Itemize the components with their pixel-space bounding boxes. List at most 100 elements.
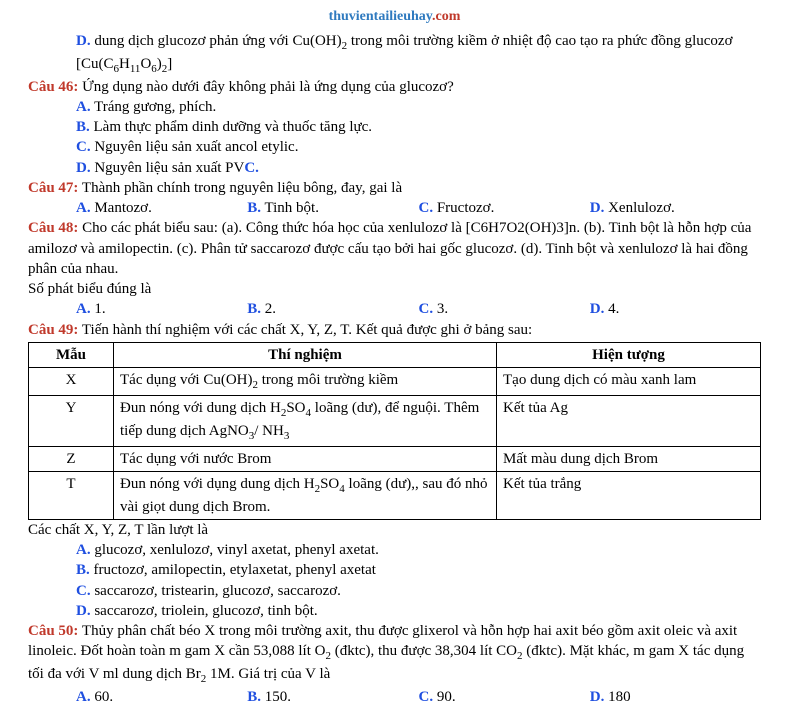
q46-a-letter: A. [76,99,91,115]
q47-d-letter: D. [590,200,605,216]
q48-option-b: B. 2. [247,299,418,319]
q49-d-letter: D. [76,603,91,619]
q49-b-letter: B. [76,562,90,578]
q49-a-text: glucozơ, xenlulozơ, vinyl axetat, phenyl… [91,542,379,558]
q49-a-letter: A. [76,542,91,558]
q48-a-text: 1. [91,301,106,317]
q46-label: Câu 46: [28,79,78,95]
q50-b-letter: B. [247,689,261,705]
cell-res-y: Kết tủa Ag [497,395,761,446]
q48-c-letter: C. [419,301,434,317]
q47-option-d: D. Xenlulozơ. [590,198,761,218]
q50-option-c: C. 90. [419,687,590,707]
q46-option-b: B. Làm thực phẩm dinh dưỡng và thuốc tăn… [28,117,761,137]
table-row: T Đun nóng với dụng dung dịch H2SO4 loãn… [29,471,761,519]
th-res: Hiện tượng [497,342,761,367]
q49-label: Câu 49: [28,322,78,338]
q50-b-text: 150. [261,689,291,705]
q50-stem-d: 1M. Giá trị của V là [206,666,330,682]
cell-mau-y: Y [29,395,114,446]
exp-y-s4: 3 [284,430,290,442]
q50-c-letter: C. [419,689,434,705]
brand-part1: thuvientailieuhay [329,9,432,24]
intro-option-d: D. dung dịch glucozơ phản ứng với Cu(OH)… [28,31,761,77]
cell-mau-x: X [29,368,114,396]
q46-option-c: C. Nguyên liệu sản xuất ancol etylic. [28,137,761,157]
q50-options: A. 60. B. 150. C. 90. D. 180 [28,687,761,707]
question-46: Câu 46: Ứng dụng nào dưới đây không phải… [28,77,761,97]
q48-stem: Cho các phát biểu sau: (a). Công thức hó… [28,220,751,277]
q48-label: Câu 48: [28,220,78,236]
intro-d-sub3: 11 [130,63,141,75]
q49-option-a: A. glucozơ, xenlulozơ, vinyl axetat, phe… [28,540,761,560]
q50-stem-b: (đktc), thu được 38,304 lít CO [331,643,517,659]
cell-res-x: Tạo dung dịch có màu xanh lam [497,368,761,396]
q50-c-text: 90. [433,689,456,705]
q47-options: A. Mantozơ. B. Tinh bột. C. Fructozơ. D.… [28,198,761,218]
exp-x-b: trong môi trường kiềm [258,372,398,388]
table-row: Y Đun nóng với dung dịch H2SO4 loãng (dư… [29,395,761,446]
intro-d-text1: dung dịch glucozơ phản ứng với Cu(OH) [91,33,342,49]
q49-d-text: saccarozơ, triolein, glucozơ, tinh bột. [91,603,318,619]
q50-option-a: A. 60. [76,687,247,707]
q48-line2: Số phát biểu đúng là [28,279,761,299]
table-header-row: Mẫu Thí nghiệm Hiện tượng [29,342,761,367]
q49-after: Các chất X, Y, Z, T lần lượt là [28,520,761,540]
q46-stem: Ứng dụng nào dưới đây không phải là ứng … [78,79,453,95]
question-49: Câu 49: Tiến hành thí nghiệm với các chấ… [28,320,761,340]
q47-option-c: C. Fructozơ. [419,198,590,218]
q49-c-letter: C. [76,583,91,599]
q48-option-c: C. 3. [419,299,590,319]
exp-y-c: / NH [254,423,284,439]
q46-a-text: Tráng gương, phích. [91,99,217,115]
q49-option-b: B. fructozơ, amilopectin, etylaxetat, ph… [28,560,761,580]
q47-option-b: B. Tinh bột. [247,198,418,218]
option-letter-d: D. [76,33,91,49]
cell-exp-z: Tác dụng với nước Brom [114,446,497,471]
q47-option-a: A. Mantozơ. [76,198,247,218]
q46-d-text1: Nguyên liệu sản xuất PV [91,160,245,176]
q46-d-letter: D. [76,160,91,176]
exp-y-a: Đun nóng với dung dịch H [120,400,281,416]
q46-b-letter: B. [76,119,90,135]
q50-option-b: B. 150. [247,687,418,707]
intro-d-text6: ] [167,56,172,72]
q47-stem: Thành phần chính trong nguyên liệu bông,… [78,180,402,196]
cell-exp-x: Tác dụng với Cu(OH)2 trong môi trường ki… [114,368,497,396]
q48-d-text: 4. [604,301,619,317]
q49-option-d: D. saccarozơ, triolein, glucozơ, tinh bộ… [28,601,761,621]
q50-a-text: 60. [91,689,114,705]
q48-option-a: A. 1. [76,299,247,319]
q46-option-a: A. Tráng gương, phích. [28,97,761,117]
th-exp: Thí nghiệm [114,342,497,367]
exp-t-a: Đun nóng với dụng dung dịch H [120,476,315,492]
q47-c-letter: C. [419,200,434,216]
th-mau: Mẫu [29,342,114,367]
q47-b-letter: B. [247,200,261,216]
q48-d-letter: D. [590,301,605,317]
q47-b-text: Tinh bột. [261,200,319,216]
q46-c-letter: C. [76,139,91,155]
q46-d-text2: C. [244,160,259,176]
brand-part2: .com [432,9,460,24]
q48-c-text: 3. [433,301,448,317]
q48-b-letter: B. [247,301,261,317]
question-48: Câu 48: Cho các phát biểu sau: (a). Công… [28,218,761,279]
q46-option-d: D. Nguyên liệu sản xuất PVC. [28,158,761,178]
q49-c-text: saccarozơ, tristearin, glucozơ, saccaroz… [91,583,341,599]
q47-a-letter: A. [76,200,91,216]
q47-c-text: Fructozơ. [433,200,494,216]
experiment-table: Mẫu Thí nghiệm Hiện tượng X Tác dụng với… [28,342,761,520]
cell-mau-t: T [29,471,114,519]
q50-d-letter: D. [590,689,605,705]
exp-t-mid: SO [320,476,339,492]
q46-c-text: Nguyên liệu sản xuất ancol etylic. [91,139,299,155]
cell-res-z: Mất màu dung dịch Brom [497,446,761,471]
q49-b-text: fructozơ, amilopectin, etylaxetat, pheny… [90,562,376,578]
cell-mau-z: Z [29,446,114,471]
table-row: Z Tác dụng với nước Brom Mất màu dung dị… [29,446,761,471]
q48-options: A. 1. B. 2. C. 3. D. 4. [28,299,761,319]
q49-stem: Tiến hành thí nghiệm với các chất X, Y, … [78,322,532,338]
q48-option-d: D. 4. [590,299,761,319]
question-50: Câu 50: Thủy phân chất béo X trong môi t… [28,621,761,687]
